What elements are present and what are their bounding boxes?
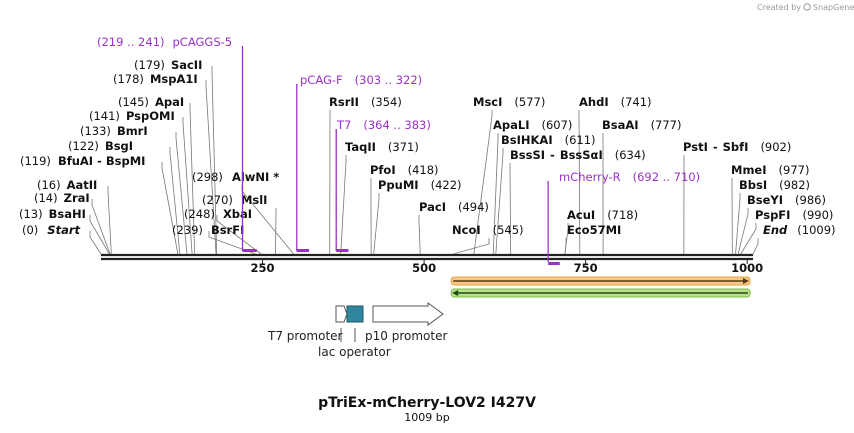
site-labels: (0) Start (13) BsaHI (14) ZraI (16) AatII (1… [19,58,836,237]
site-line-bsgi [169,147,181,255]
lac-operator-label: lac operator [318,345,391,359]
t7-promoter-feature[interactable] [335,305,348,323]
primer-pcaggs5-bar[interactable] [242,249,257,252]
primer-t7-label[interactable]: T7 (364 .. 383) [336,118,431,132]
features: T7 promoter lac operator p10 promoter [267,302,447,359]
site-end[interactable]: End (1009) [763,223,836,237]
green-track-arrow-icon [452,290,459,296]
site-line-apai [189,103,196,255]
site-line-ahdi [578,110,581,255]
watermark: Created by SnapGene [757,3,854,12]
tick-label-250: 250 [251,261,275,275]
site-line-ncoi [453,238,490,255]
tick-label-500: 500 [412,261,436,275]
primer-pcaggs5-label[interactable]: (219 .. 241) pCAGGS-5 [97,35,232,49]
site-bfuai[interactable]: (119) BfuAI - BspMI [20,154,145,168]
site-line-taqii [340,155,347,255]
backbone [101,253,753,261]
site-line-zrai [91,199,111,255]
site-taqii[interactable]: TaqII (371) [345,140,419,154]
site-line-bsahi [89,215,110,255]
site-aatii[interactable]: (16) AatII [37,178,97,192]
site-msci[interactable]: MscI (577) [473,95,545,109]
site-bslhkai[interactable]: BsIHKAI (611) [501,133,596,147]
site-line-bsrfi [208,231,256,255]
site-xbai[interactable]: (248) XbaI [184,207,252,221]
tick-marks: 250 500 750 1000 [251,259,763,275]
p10-promoter-feature[interactable] [372,302,444,326]
site-bsahi[interactable]: (13) BsaHI [19,207,86,221]
site-psti[interactable]: PstI - SbfI (902) [683,140,791,154]
primer-pcagf-label[interactable]: pCAG-F (303 .. 322) [300,73,422,87]
site-bsssi[interactable]: BssSI - BssSαI (634) [510,148,646,162]
site-line-bsssi [509,163,512,255]
primer-t7-bar[interactable] [336,249,349,252]
site-ncoi[interactable]: NcoI (545) [452,223,524,237]
site-bsgi[interactable]: (122) BsgI [68,139,133,153]
watermark-brand: SnapGene [813,3,854,12]
t7-promoter-label: T7 promoter [267,329,343,343]
site-mspa1i[interactable]: (178) MspA1I [113,72,198,86]
tick-label-750: 750 [574,261,598,275]
site-line-bseyi [737,208,749,255]
site-line-msli [275,208,277,255]
p10-promoter-label: p10 promoter [365,329,447,343]
site-ppumi[interactable]: PpuMI (422) [378,178,462,192]
site-line-pspomi [182,117,193,255]
site-bsaai[interactable]: BsaAI (777) [602,118,682,132]
site-ahdi[interactable]: AhdI (741) [579,95,652,109]
site-alwni[interactable]: (298) AlwNI * [192,170,279,184]
site-msli[interactable]: (270) MslI [202,193,267,207]
lac-operator-feature[interactable] [346,305,364,323]
site-eco57mi[interactable]: Eco57MI [567,223,621,237]
site-line-msci [473,110,493,255]
primer-mcherryr-label[interactable]: mCherry-R (692 .. 710) [559,170,700,184]
map-title: pTriEx-mCherry-LOV2 I427V [318,395,536,411]
site-zrai[interactable]: (14) ZraI [34,191,90,205]
site-apali[interactable]: ApaLI (607) [493,118,572,132]
site-line-xbai [216,215,262,255]
site-acui[interactable]: AcuI (718) [567,208,638,222]
site-line-ppumi [373,193,380,255]
orange-track-arrow-icon [743,278,749,284]
site-line-eco57mi [564,238,567,255]
site-line-aatii [107,186,112,255]
site-pfoi[interactable]: PfoI (418) [370,163,439,177]
site-line-pspfi [740,223,757,255]
site-bbsi[interactable]: BbsI (982) [739,178,810,192]
site-bsrfi[interactable]: (239) BsrFI [172,223,244,237]
site-rsrii[interactable]: RsrII (354) [329,95,402,109]
site-line-apali [492,133,499,255]
site-lines [89,66,759,255]
site-line-mspa1i [205,80,217,255]
orf-tracks [450,276,751,298]
tick-label-1000: 1000 [731,261,763,275]
map-length: 1009 bp [404,411,449,424]
snapgene-logo-icon [803,3,811,11]
site-start[interactable]: (0) Start [22,223,81,237]
site-line-end [752,238,759,255]
site-line-bmri [175,132,188,255]
site-bmri[interactable]: (133) BmrI [80,124,148,138]
site-pspomi[interactable]: (141) PspOMI [89,109,175,123]
site-line-bfuai [161,162,179,255]
site-line-bslhkai [495,148,504,255]
site-paci[interactable]: PacI (494) [419,200,489,214]
primer-pcagf-bar[interactable] [296,249,310,252]
site-line-start [89,231,102,255]
watermark-text: Created by [757,3,801,12]
site-line-sacii [211,66,218,255]
primer-mcherryr-bar[interactable] [548,262,560,265]
site-pspfi[interactable]: PspFI (990) [755,208,833,222]
site-mmei[interactable]: MmeI (977) [731,163,809,177]
site-apai[interactable]: (145) ApaI [118,95,184,109]
site-sacii[interactable]: (179) SacII [134,58,202,72]
site-bseyi[interactable]: BseYI (986) [747,193,826,207]
site-line-paci [418,215,421,255]
site-line-bbsi [735,193,741,255]
primers: (219 .. 241) pCAGGS-5 pCAG-F (303 .. 322) … [97,35,700,265]
